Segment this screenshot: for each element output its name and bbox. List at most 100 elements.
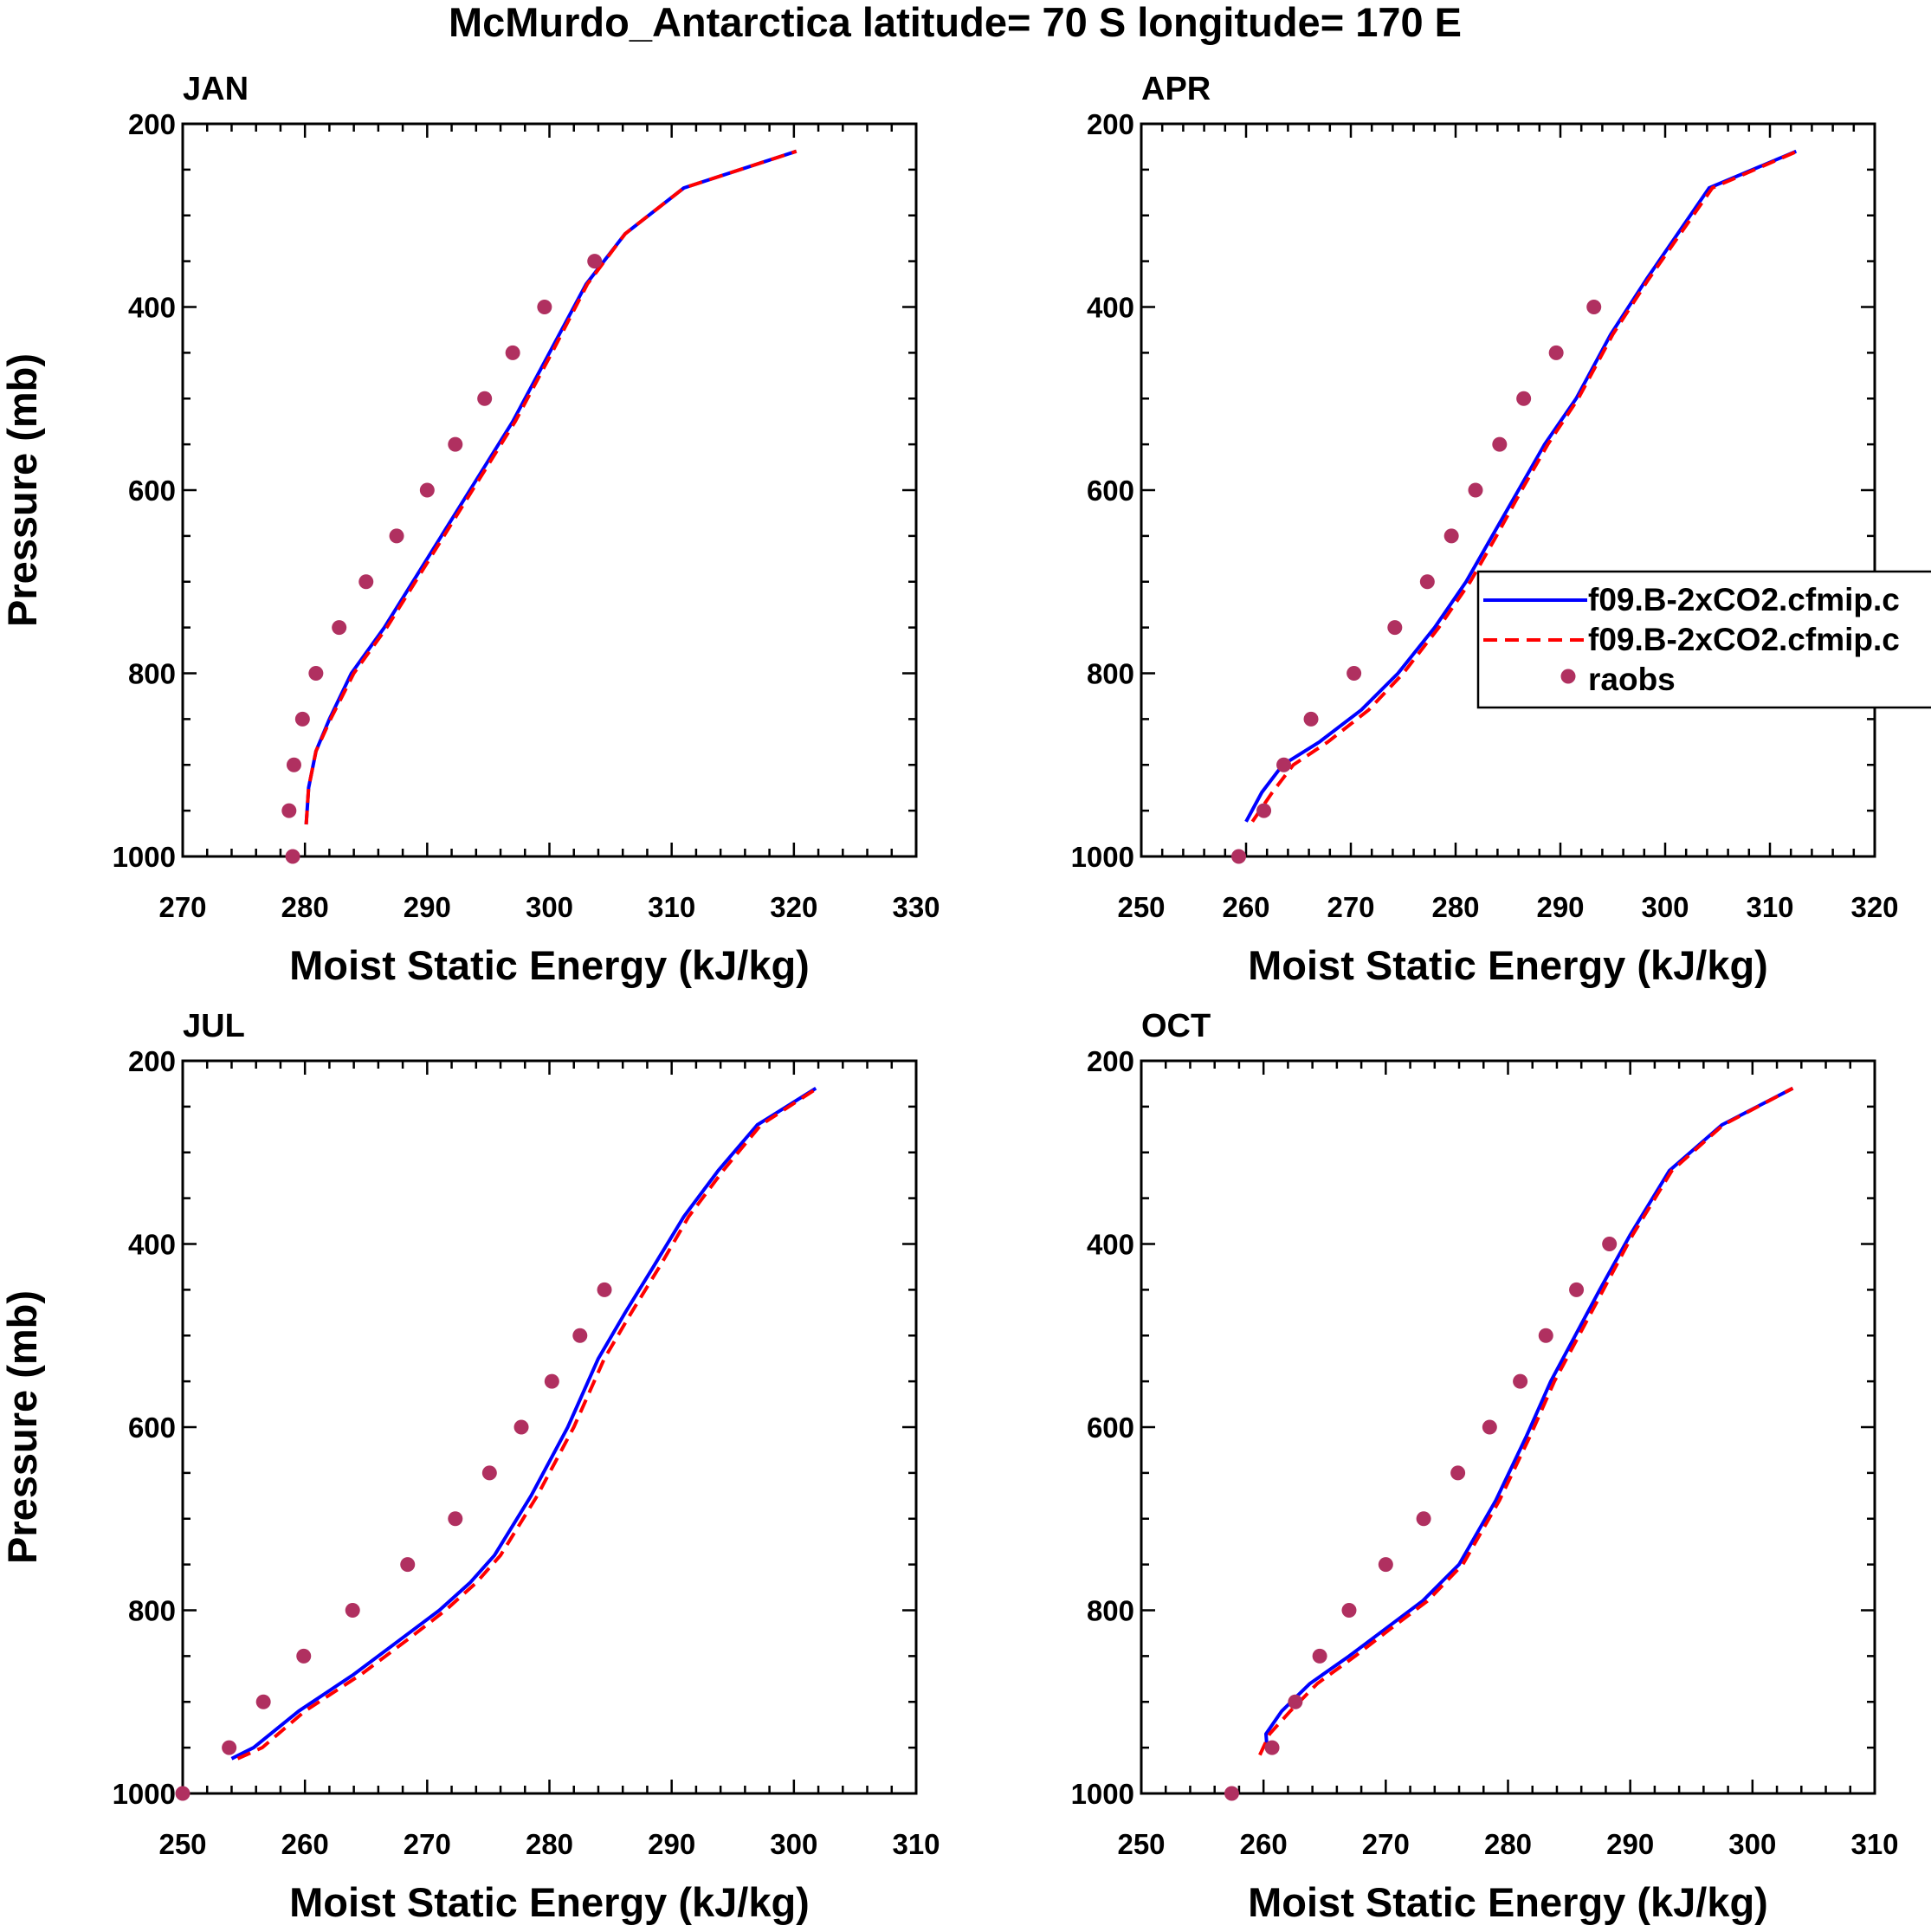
- raobs-point: [255, 1694, 271, 1709]
- raobs-point: [358, 574, 374, 590]
- raobs-point: [1513, 1373, 1528, 1389]
- raobs-point: [1231, 849, 1247, 864]
- raobs-point: [1378, 1557, 1393, 1573]
- model-solid-line: [230, 1087, 817, 1761]
- model-solid-line: [1244, 149, 1798, 823]
- x-tick-label: 300: [526, 891, 573, 923]
- raobs-point: [1224, 1786, 1239, 1801]
- x-tick-label: 300: [1641, 891, 1689, 923]
- raobs-point: [1443, 528, 1459, 544]
- y-tick-label: 200: [128, 1045, 176, 1077]
- x-tick-label: 300: [1728, 1828, 1776, 1860]
- main-title: McMurdo_Antarctica latitude= 70 S longit…: [449, 0, 1462, 45]
- raobs-point: [1569, 1282, 1585, 1297]
- x-tick-label: 330: [892, 891, 940, 923]
- y-tick-label: 800: [1087, 658, 1134, 690]
- raobs-point: [1256, 803, 1272, 818]
- y-tick-label: 1000: [1071, 841, 1134, 873]
- x-tick-label: 270: [1362, 1828, 1410, 1860]
- raobs-point: [296, 1648, 312, 1664]
- panel-jul: 250 260 270 280 290 300 310 200 400 600 800 1000 JUL…: [0, 1008, 940, 1925]
- legend-label: f09.B-2xCO2.cfmip.c: [1588, 622, 1900, 657]
- raobs-point: [1468, 482, 1483, 498]
- raobs-point: [400, 1557, 416, 1573]
- x-axis-title: Moist Static Energy (kJ/kg): [289, 942, 810, 988]
- raobs-point: [175, 1786, 191, 1801]
- panel-label-jul: JUL: [183, 1008, 245, 1044]
- y-tick-label: 1000: [113, 841, 176, 873]
- y-tick-label: 200: [128, 108, 176, 140]
- raobs-point: [505, 345, 520, 360]
- x-tick-label: 320: [770, 891, 817, 923]
- x-tick-label: 280: [1431, 891, 1479, 923]
- raobs-point: [1548, 345, 1564, 360]
- model-dashed-line: [1258, 1086, 1794, 1756]
- panel-jan: 270 280 290 300 310 320 330 200 400 600 800 1000 JAN…: [0, 71, 940, 988]
- panel-label-oct: OCT: [1141, 1008, 1211, 1044]
- y-tick-label: 1000: [1071, 1778, 1134, 1810]
- legend: f09.B-2xCO2.cfmip.c f09.B-2xCO2.cfmip.c ra…: [1476, 570, 1931, 709]
- model-solid-line: [1264, 1086, 1794, 1750]
- raobs-point: [1516, 391, 1532, 406]
- raobs-point: [286, 757, 301, 772]
- raobs-point: [1482, 1419, 1497, 1435]
- y-tick-label: 600: [128, 475, 176, 507]
- raobs-point: [448, 1511, 463, 1527]
- raobs-point: [448, 436, 463, 452]
- x-tick-label: 290: [1536, 891, 1584, 923]
- panels: 270 280 290 300 310 320 330 200 400 600 800 1000 JAN…: [0, 71, 1899, 1925]
- raobs-point: [587, 254, 603, 269]
- raobs-point: [477, 391, 493, 406]
- panel-label-jan: JAN: [183, 71, 249, 107]
- raobs-point: [1264, 1740, 1280, 1755]
- raobs-point: [1538, 1328, 1553, 1343]
- raobs-point: [572, 1328, 588, 1343]
- x-tick-label: 290: [648, 1828, 695, 1860]
- y-tick-label: 400: [1087, 1229, 1134, 1261]
- raobs-point: [419, 482, 435, 498]
- y-tick-label: 600: [128, 1412, 176, 1444]
- x-tick-label: 300: [770, 1828, 817, 1860]
- x-tick-label: 290: [1606, 1828, 1654, 1860]
- raobs-point: [544, 1373, 559, 1389]
- y-tick-label: 400: [1087, 292, 1134, 324]
- panel-label-apr: APR: [1141, 71, 1211, 107]
- panel-oct: 250 260 270 280 290 300 310 200 400 600 800 1000 OCT…: [1071, 1008, 1899, 1925]
- x-tick-label: 250: [1117, 891, 1165, 923]
- model-dashed-line: [236, 1087, 818, 1761]
- x-tick-label: 290: [404, 891, 451, 923]
- raobs-point: [1416, 1511, 1431, 1527]
- raobs-point: [1303, 711, 1319, 727]
- x-tick-label: 250: [158, 1828, 206, 1860]
- x-tick-label: 260: [281, 1828, 329, 1860]
- model-solid-line: [304, 149, 798, 825]
- raobs-point: [1492, 436, 1508, 452]
- y-tick-label: 400: [128, 1229, 176, 1261]
- raobs-point: [537, 300, 552, 314]
- raobs-point: [597, 1282, 612, 1297]
- y-tick-label: 600: [1087, 475, 1134, 507]
- x-tick-label: 280: [281, 891, 329, 923]
- raobs-point: [1586, 300, 1602, 314]
- raobs-point: [1450, 1465, 1466, 1481]
- y-tick-label: 200: [1087, 1045, 1134, 1077]
- raobs-point: [1288, 1694, 1303, 1709]
- x-tick-label: 280: [526, 1828, 573, 1860]
- y-tick-label: 1000: [113, 1778, 176, 1810]
- x-tick-label: 320: [1850, 891, 1898, 923]
- x-tick-label: 310: [648, 891, 695, 923]
- raobs-point: [1419, 574, 1435, 590]
- x-tick-label: 310: [1850, 1828, 1898, 1860]
- y-axis-title: Pressure (mb): [0, 353, 45, 627]
- y-tick-label: 800: [1087, 1595, 1134, 1627]
- raobs-point: [308, 666, 324, 681]
- raobs-point: [1347, 666, 1362, 681]
- raobs-point: [1387, 620, 1403, 636]
- x-tick-label: 250: [1117, 1828, 1165, 1860]
- raobs-point: [1276, 757, 1292, 772]
- x-tick-label: 280: [1484, 1828, 1532, 1860]
- raobs-point: [285, 849, 300, 864]
- raobs-point: [389, 528, 404, 544]
